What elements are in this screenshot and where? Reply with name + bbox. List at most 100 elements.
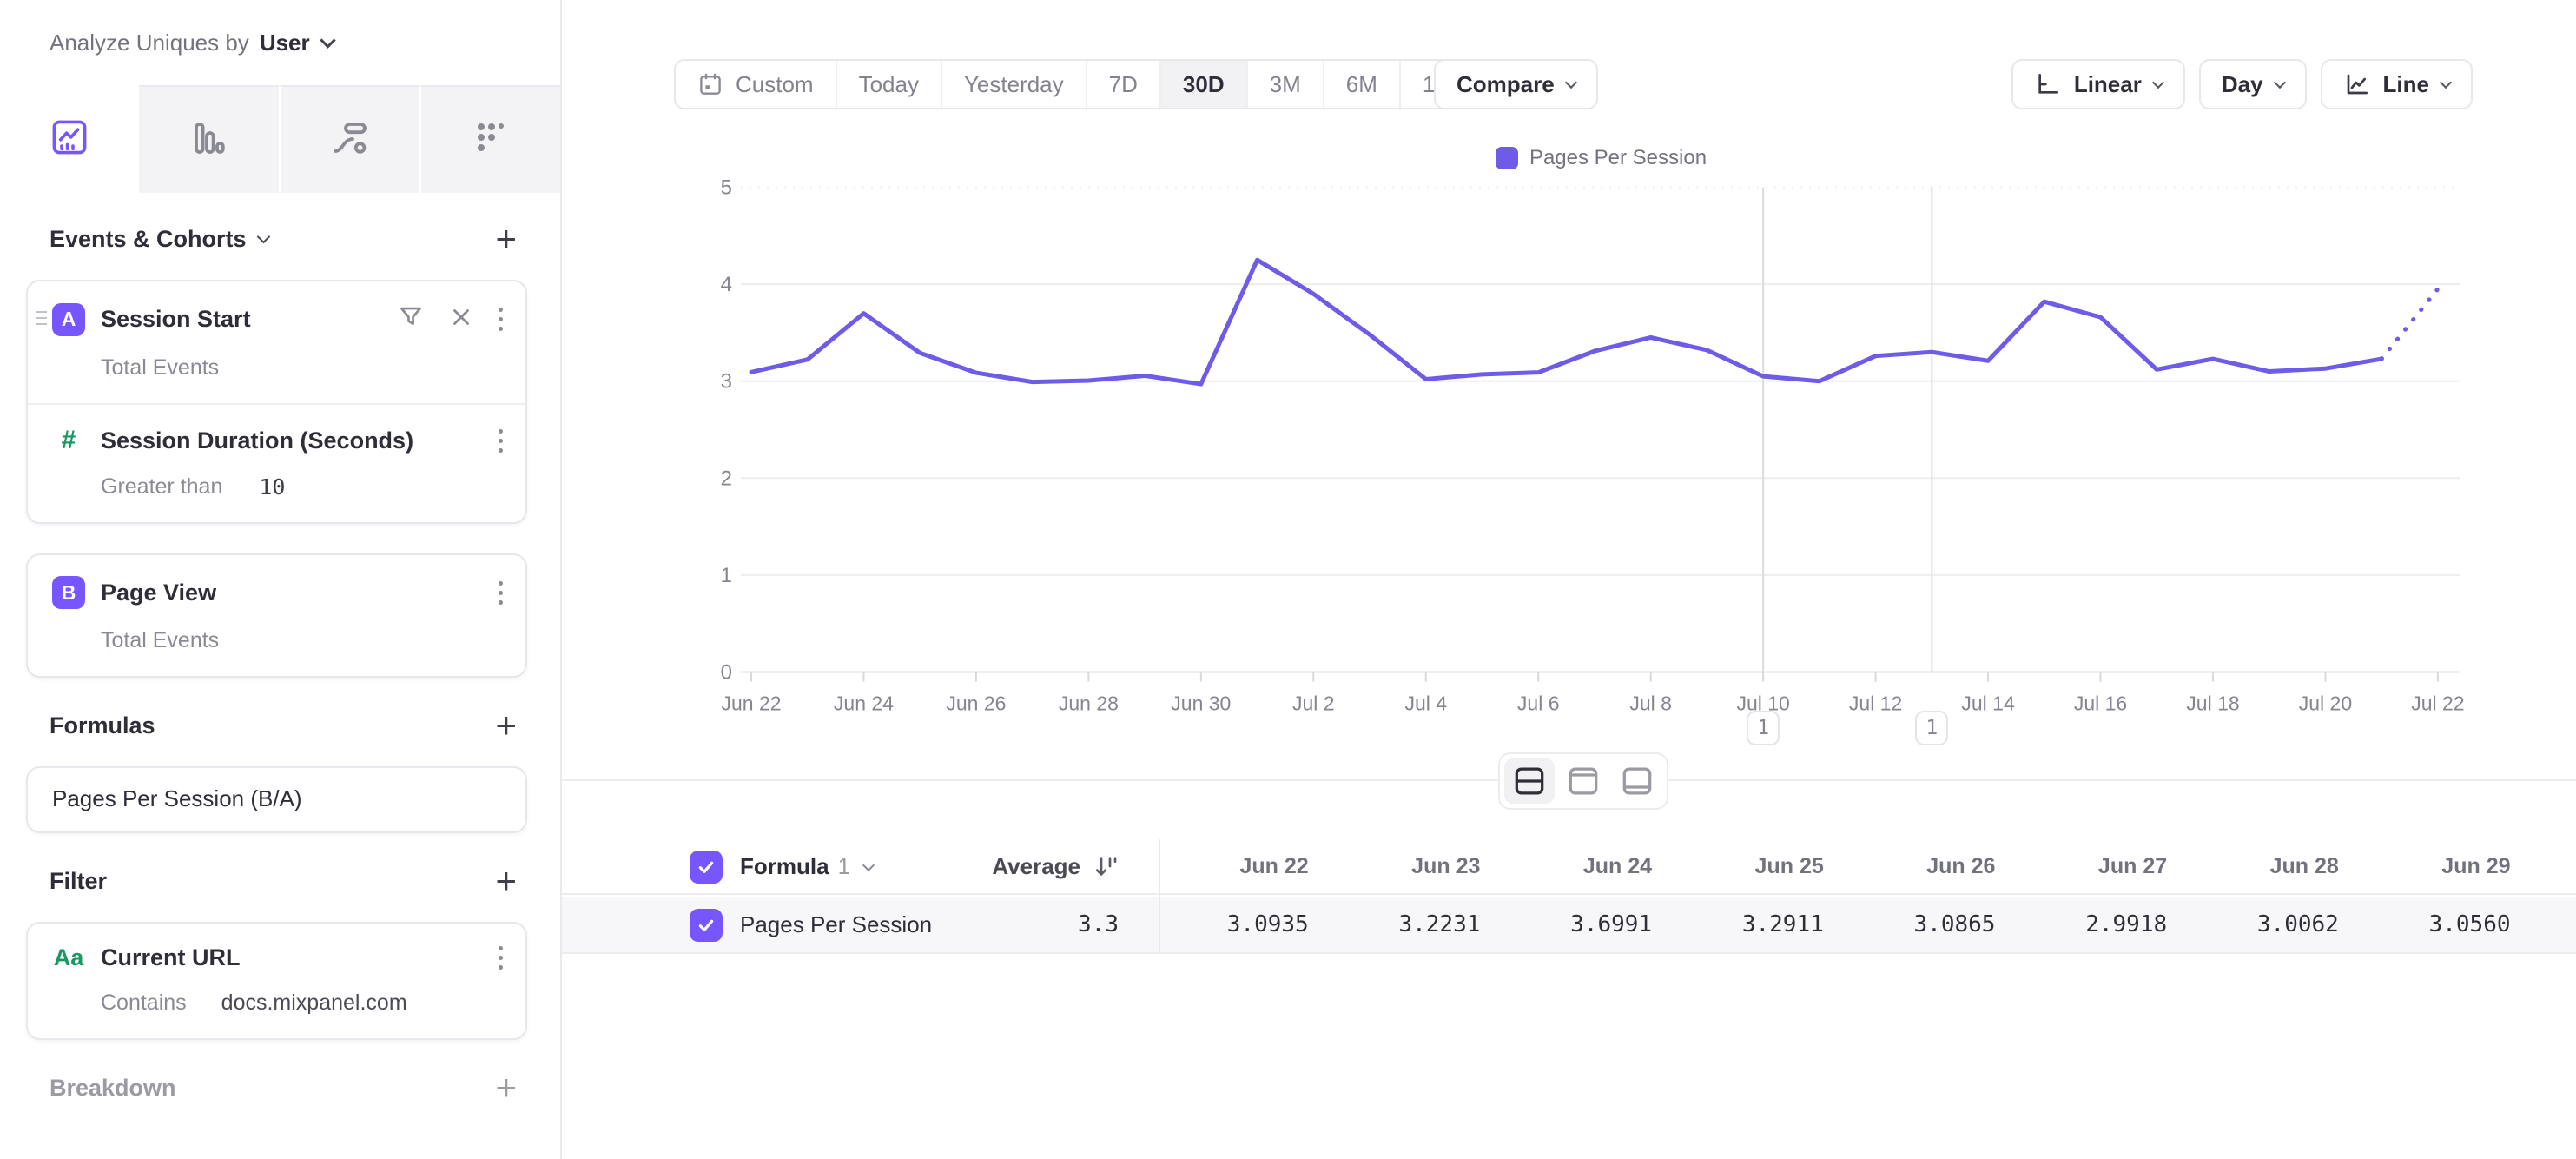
- date-column-header[interactable]: Jun 22: [1239, 853, 1309, 878]
- chart-type-button[interactable]: Line: [2320, 59, 2473, 109]
- add-formula-button[interactable]: +: [495, 705, 517, 745]
- date-column-header[interactable]: Jun 28: [2269, 853, 2339, 878]
- date-column-header[interactable]: Jun 25: [1754, 853, 1824, 878]
- svg-text:2: 2: [721, 467, 732, 490]
- report-main-area: Custom Today Yesterday 7D 30D 3M 6M 12M …: [562, 0, 2576, 1159]
- event-more-menu-icon[interactable]: [497, 580, 505, 606]
- numeric-property-icon: #: [61, 426, 76, 454]
- numeric-filter-name[interactable]: Session Duration (Seconds): [101, 427, 414, 454]
- breakdown-header: Breakdown +: [50, 1070, 527, 1106]
- filter-more-menu-icon[interactable]: [497, 944, 505, 971]
- compare-label: Compare: [1456, 70, 1555, 97]
- tab-flows[interactable]: [278, 85, 419, 193]
- formula-number: 1: [837, 852, 851, 879]
- event-card-session-start: A Session Start: [26, 280, 527, 524]
- event-session-start[interactable]: A Session Start: [28, 281, 525, 403]
- sort-descending-icon: [1091, 852, 1119, 880]
- table-only-view-button[interactable]: [1612, 758, 1662, 804]
- range-label: 30D: [1182, 70, 1225, 97]
- event-more-menu-icon[interactable]: [497, 306, 505, 333]
- tab-funnels[interactable]: [139, 85, 279, 193]
- table-cell-value: 3.0062: [2256, 911, 2339, 937]
- sidebar-sections: Events & Cohorts + A Session Start: [0, 221, 560, 1106]
- formula-label: Formula: [740, 852, 829, 879]
- filter-funnel-icon[interactable]: [396, 302, 426, 336]
- add-event-button[interactable]: +: [495, 218, 517, 259]
- date-row-values: 3.0935 3.2231 3.6991 3.2911 3.0865 2.9918 3.00…: [1137, 897, 2511, 952]
- scale-button[interactable]: Linear: [2011, 59, 2185, 109]
- analyze-label: Analyze Uniques by: [50, 29, 249, 56]
- filter-current-url[interactable]: Aa Current URL Contains docs.mixpanel.co…: [28, 924, 525, 1038]
- date-column-header[interactable]: Jun 23: [1411, 853, 1481, 878]
- analyze-value-dropdown[interactable]: User: [259, 29, 310, 56]
- filter-header: Filter +: [50, 863, 527, 899]
- range-label: Today: [858, 70, 919, 97]
- chevron-down-icon: [862, 858, 875, 872]
- tab-insights[interactable]: [0, 85, 140, 193]
- calendar-icon: [697, 71, 723, 97]
- average-column-header[interactable]: Average: [992, 839, 1119, 893]
- event-page-view[interactable]: B Page View Total Events: [28, 555, 525, 676]
- date-column-header[interactable]: Jun 29: [2441, 853, 2511, 878]
- svg-text:Jul 6: Jul 6: [1517, 692, 1560, 715]
- range-yesterday[interactable]: Yesterday: [940, 61, 1086, 108]
- date-column-headers: Jun 22 Jun 23 Jun 24 Jun 25 Jun 26 Jun 27 Jun …: [1137, 839, 2511, 893]
- events-cohorts-title[interactable]: Events & Cohorts: [50, 225, 247, 252]
- date-column-header[interactable]: Jun 24: [1582, 853, 1653, 878]
- filter-more-menu-icon[interactable]: [497, 427, 505, 454]
- formula-card[interactable]: Pages Per Session (B/A): [26, 766, 527, 833]
- date-column-header[interactable]: Jun 27: [2097, 853, 2168, 878]
- formulas-header: Formulas +: [50, 707, 527, 744]
- chart-plot[interactable]: 0 1 2 3 4 5 Jun 22 Jun 24 Jun 26 Jun 28 Jun 30 Jul …: [562, 0, 2576, 834]
- granularity-button[interactable]: Day: [2198, 59, 2307, 109]
- event-aggregation[interactable]: Total Events: [101, 628, 505, 653]
- svg-text:4: 4: [721, 273, 732, 296]
- range-3m[interactable]: 3M: [1245, 61, 1323, 108]
- svg-text:Jun 26: Jun 26: [946, 692, 1006, 715]
- chart-only-view-button[interactable]: [1558, 758, 1608, 804]
- add-breakdown-button[interactable]: +: [495, 1067, 517, 1108]
- annotation-badge[interactable]: 1: [1747, 711, 1780, 745]
- row-checkbox[interactable]: [690, 909, 723, 942]
- range-today[interactable]: Today: [835, 61, 941, 108]
- event-name[interactable]: Session Start: [101, 306, 251, 332]
- split-view-button[interactable]: [1504, 758, 1555, 804]
- range-custom[interactable]: Custom: [676, 61, 836, 108]
- event-aggregation[interactable]: Total Events: [101, 355, 505, 381]
- table-cell-value: 3.2231: [1398, 911, 1481, 937]
- numeric-filter-condition[interactable]: Greater than 10: [101, 474, 505, 500]
- annotation-badge[interactable]: 1: [1915, 711, 1949, 745]
- range-7d[interactable]: 7D: [1085, 61, 1159, 108]
- results-table-row[interactable]: Pages Per Session 3.3 3.0935 3.2231 3.6991…: [562, 897, 2576, 954]
- operator-value[interactable]: 10: [259, 474, 286, 500]
- remove-event-icon[interactable]: [448, 304, 474, 334]
- operator-label[interactable]: Contains: [101, 990, 187, 1015]
- select-all-checkbox[interactable]: [690, 851, 723, 884]
- analyze-uniques-bar: Analyze Uniques by User: [0, 0, 560, 85]
- svg-text:1: 1: [721, 564, 732, 587]
- chart-controls: Linear Day Line: [2011, 59, 2473, 109]
- filter-property-name[interactable]: Current URL: [101, 944, 241, 970]
- range-6m[interactable]: 6M: [1322, 61, 1399, 108]
- range-30d[interactable]: 30D: [1159, 61, 1246, 108]
- svg-text:Jul 2: Jul 2: [1292, 692, 1335, 715]
- date-column-header[interactable]: Jun 26: [1926, 853, 1996, 878]
- filter-value[interactable]: docs.mixpanel.com: [221, 990, 407, 1015]
- linear-axis-icon: [2034, 70, 2062, 98]
- funnels-bars-icon: [188, 117, 229, 163]
- svg-text:Jul 4: Jul 4: [1404, 692, 1447, 715]
- add-filter-button[interactable]: +: [495, 860, 517, 901]
- formula-expression[interactable]: Pages Per Session (B/A): [52, 785, 302, 811]
- average-value: 3.3: [1078, 911, 1119, 937]
- drag-handle-icon[interactable]: [36, 311, 47, 325]
- tab-retention[interactable]: [419, 85, 560, 193]
- compare-button[interactable]: Compare: [1434, 59, 1598, 109]
- filter-condition[interactable]: Contains docs.mixpanel.com: [101, 990, 505, 1016]
- numeric-filter-session-duration[interactable]: # Session Duration (Seconds) Greater tha…: [28, 405, 525, 522]
- operator-label[interactable]: Greater than: [101, 474, 223, 499]
- formula-column-header[interactable]: Formula 1: [740, 839, 875, 893]
- svg-text:Jul 20: Jul 20: [2299, 692, 2352, 715]
- table-cell-value: 2.9918: [2085, 911, 2168, 937]
- event-name[interactable]: Page View: [101, 579, 217, 606]
- svg-text:Jul 8: Jul 8: [1629, 692, 1672, 715]
